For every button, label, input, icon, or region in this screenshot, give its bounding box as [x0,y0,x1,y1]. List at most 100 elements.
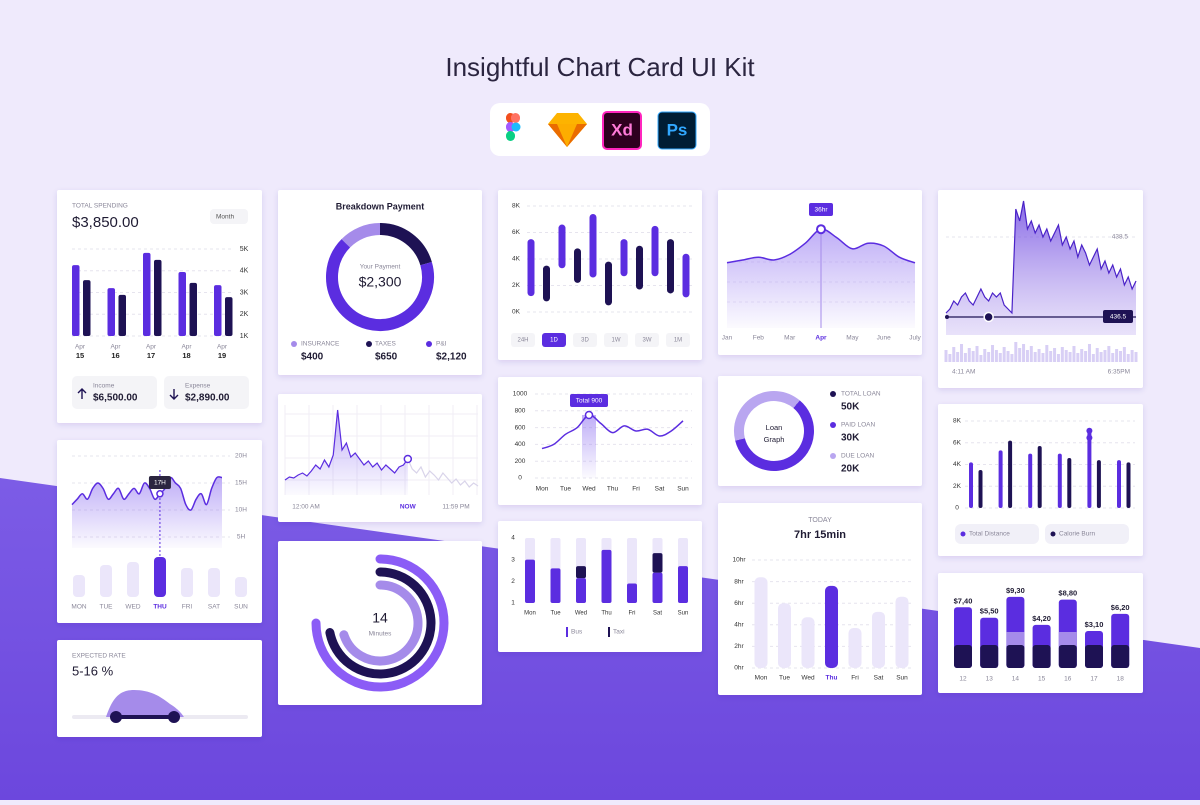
highlight-band [582,415,596,478]
legend-pill [1045,524,1129,544]
label: Breakdown Payment [336,201,425,211]
label: June [877,335,891,342]
range-bar [682,253,690,298]
activity-bar [208,568,220,597]
label: INSURANCE [301,341,340,348]
label: 11:59 PM [442,504,469,511]
volume-bar [1037,349,1041,362]
label: 1 [511,600,515,607]
bar-segment [652,553,663,573]
tab-label: 24H [517,338,528,344]
volume-bar [1025,350,1029,362]
tab[interactable] [542,333,566,347]
ring [311,554,449,692]
label: 18 [1117,676,1125,683]
label: TODAY [808,517,832,524]
tab[interactable] [511,333,535,347]
label: 15H [235,480,247,487]
label: TAXES [375,341,396,348]
volume-bar [1103,350,1107,362]
range-bar [558,224,566,269]
card [498,190,702,360]
tab-label: 1D [550,338,558,344]
volume-bar [1049,351,1053,362]
label: 4 [511,535,515,542]
volume-bar [1068,352,1072,362]
label: EXPECTED RATE [72,653,126,660]
page-title: Insightful Chart Card UI Kit [445,52,755,82]
bar-base [1085,645,1103,668]
label: Tue [779,675,790,682]
ring [339,580,423,666]
bar [72,265,80,336]
marker-dot [156,490,164,498]
tab[interactable] [573,333,597,347]
label: 0 [518,475,522,482]
bar [178,272,186,336]
label: Total Distance [969,531,1010,538]
bar [1117,460,1121,508]
tab[interactable] [604,333,628,347]
label: 17 [1090,676,1098,683]
end-dot [945,315,949,319]
period-select [210,209,248,224]
legend-pill [955,524,1039,544]
tab[interactable] [666,333,690,347]
volume-bar [960,344,964,362]
label: 1K [240,333,249,340]
bar [848,628,862,668]
label: Your Payment [360,264,401,271]
legend-dot [960,531,966,537]
range-bar [651,225,659,277]
label: Sun [678,611,689,617]
bar [978,469,983,508]
now-dot [403,454,413,464]
volume-bar [979,355,983,362]
volume-bar [1122,347,1126,362]
volume-bar [1045,345,1049,362]
bar [1126,462,1131,508]
label: $2,890.00 [185,393,230,404]
bar-segment [550,568,561,603]
volume-bar [1064,350,1068,362]
bar-segment [525,559,535,603]
bar [118,294,126,336]
label: Mar [784,335,796,342]
label: 2 [511,578,515,585]
slider-knob [168,711,180,723]
volume-bar [952,347,956,362]
label: 4K [240,268,249,275]
label: 438.5 [1112,234,1129,241]
volume-bar [1134,352,1138,362]
label: Bus [571,629,583,636]
bar-segment [601,549,612,603]
bar [225,297,233,336]
label: 2K [953,483,962,490]
volume-bar [971,351,975,362]
label: Fri [629,611,636,617]
label: 14 [372,610,388,626]
label: 5K [240,246,249,253]
activity-bar [100,565,112,597]
arrow-icon [169,389,179,400]
bar-band [1006,632,1025,646]
label: Mon [755,675,768,682]
bar [107,288,115,336]
highlight-dot [1086,427,1093,434]
tab[interactable] [635,333,659,347]
label: $4,20 [1032,614,1051,623]
legend-dot [366,341,372,347]
label: 12 [959,676,967,683]
volume-bar [1118,351,1122,362]
figma-icon [506,113,521,141]
label: 20H [235,453,247,460]
bar [1028,453,1033,508]
label: 8hr [734,578,744,585]
volume-bar [1014,342,1018,362]
volume-bar [1099,352,1103,362]
bar [214,285,222,336]
line [71,476,223,511]
bar [83,280,91,336]
legend-dot [1050,531,1056,537]
